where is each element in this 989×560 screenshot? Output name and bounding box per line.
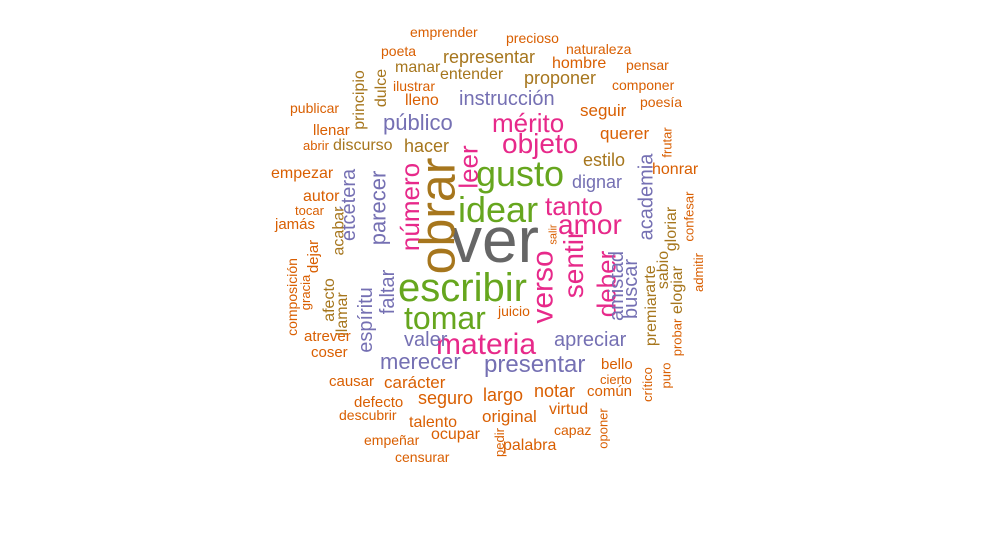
word-seguir: seguir bbox=[580, 101, 627, 120]
word-espiritu: espíritu bbox=[354, 287, 377, 353]
word-juicio: juicio bbox=[498, 303, 530, 319]
word-apreciar: apreciar bbox=[554, 329, 627, 351]
word-elogiar: elogiar bbox=[669, 265, 687, 315]
word-admitir: admitir bbox=[691, 252, 707, 293]
word-objeto: objeto bbox=[502, 128, 579, 159]
word-llenar: llenar bbox=[313, 122, 350, 139]
word-gusto: gusto bbox=[476, 153, 565, 194]
word-lleno: lleno bbox=[405, 92, 439, 109]
word-critico: crítico bbox=[639, 367, 655, 402]
word-querer: querer bbox=[600, 124, 650, 143]
word-gracia: gracia bbox=[298, 274, 314, 311]
word-merecer: merecer bbox=[380, 349, 461, 374]
word-tomar: tomar bbox=[404, 300, 486, 336]
word-caracter: carácter bbox=[384, 373, 446, 392]
word-talento: talento bbox=[409, 414, 458, 431]
word-gloriar: gloriar bbox=[663, 206, 681, 252]
word-tanto: tanto bbox=[545, 191, 603, 221]
word-puro: puro bbox=[658, 362, 674, 389]
word-presentar: presentar bbox=[484, 351, 586, 378]
word-representar: representar bbox=[443, 47, 536, 67]
word-numero: número bbox=[395, 162, 426, 252]
word-hacer: hacer bbox=[404, 136, 450, 156]
word-confesar: confesar bbox=[681, 191, 697, 242]
word-idear: idear bbox=[458, 189, 539, 230]
word-sentir: sentir bbox=[558, 229, 590, 299]
word-honrar: honrar bbox=[652, 161, 699, 178]
word-acabar: acabar bbox=[330, 206, 348, 256]
word-dulce: dulce bbox=[373, 68, 391, 108]
word-principio: principio bbox=[350, 70, 368, 130]
word-oponer: oponer bbox=[595, 408, 611, 449]
word-composicion: composición bbox=[283, 258, 300, 336]
word-descubrir: descubrir bbox=[339, 407, 397, 423]
word-probar: probar bbox=[669, 318, 685, 357]
word-frutar: frutar bbox=[659, 127, 675, 158]
word-coser: coser bbox=[311, 344, 348, 361]
word-atrever: atrever bbox=[304, 328, 351, 345]
word-materia: materia bbox=[436, 328, 537, 361]
word-comun: común bbox=[587, 383, 633, 400]
word-emprender: emprender bbox=[410, 24, 478, 40]
word-defecto: defecto bbox=[354, 394, 404, 411]
word-ocupar: ocupar bbox=[431, 426, 480, 443]
word-precioso: precioso bbox=[506, 30, 559, 46]
word-escribir: escribir bbox=[398, 266, 527, 310]
word-estilo: estilo bbox=[583, 150, 626, 170]
word-parecer: parecer bbox=[365, 170, 391, 246]
word-amistad: amistad bbox=[606, 250, 629, 322]
word-bello: bello bbox=[601, 356, 633, 373]
word-instruccion: instrucción bbox=[459, 88, 555, 110]
word-autor: autor bbox=[303, 188, 340, 205]
word-tocar: tocar bbox=[295, 203, 324, 218]
word-original: original bbox=[482, 407, 537, 426]
word-componer: componer bbox=[612, 77, 675, 93]
word-dejar: dejar bbox=[305, 239, 323, 274]
word-causar: causar bbox=[329, 373, 375, 390]
word-empenar: empeñar bbox=[364, 432, 420, 448]
word-notar: notar bbox=[534, 381, 576, 401]
word-proponer: proponer bbox=[524, 68, 597, 88]
word-hombre: hombre bbox=[552, 55, 607, 72]
word-poesia: poesía bbox=[640, 94, 683, 110]
word-amor: amor bbox=[558, 209, 622, 240]
word-valer: valer bbox=[404, 329, 448, 351]
word-pensar: pensar bbox=[626, 57, 669, 73]
word-publicar: publicar bbox=[290, 100, 340, 116]
word-seguro: seguro bbox=[418, 388, 474, 408]
word-censurar: censurar bbox=[395, 449, 450, 465]
word-poeta: poeta bbox=[381, 43, 417, 59]
word-entender: entender bbox=[440, 66, 504, 83]
word-merito: mérito bbox=[492, 108, 565, 138]
word-discurso: discurso bbox=[333, 137, 393, 154]
word-faltar: faltar bbox=[377, 269, 400, 315]
word-verso: verso bbox=[526, 250, 560, 324]
word-leer: leer bbox=[453, 145, 484, 189]
word-abrir: abrir bbox=[303, 138, 330, 153]
word-ilustrar: ilustrar bbox=[393, 78, 436, 94]
word-salir: salir bbox=[547, 224, 560, 245]
word-palabra: palabra bbox=[503, 437, 557, 454]
word-premiar: premiar bbox=[643, 291, 661, 347]
word-jamas: jamás bbox=[275, 216, 316, 233]
word-cierto: cierto bbox=[600, 372, 632, 387]
word-afecto: afecto bbox=[320, 278, 338, 322]
word-largo: largo bbox=[483, 385, 524, 405]
word-manar: manar bbox=[395, 59, 441, 76]
word-capaz: capaz bbox=[554, 422, 592, 438]
word-arte: arte bbox=[641, 265, 659, 293]
word-empezar: empezar bbox=[271, 165, 334, 182]
word-dignar: dignar bbox=[572, 172, 623, 192]
word-ver: ver bbox=[450, 204, 539, 276]
word-virtud: virtud bbox=[549, 401, 589, 418]
word-naturaleza: naturaleza bbox=[566, 41, 632, 57]
word-publico: público bbox=[383, 110, 453, 135]
